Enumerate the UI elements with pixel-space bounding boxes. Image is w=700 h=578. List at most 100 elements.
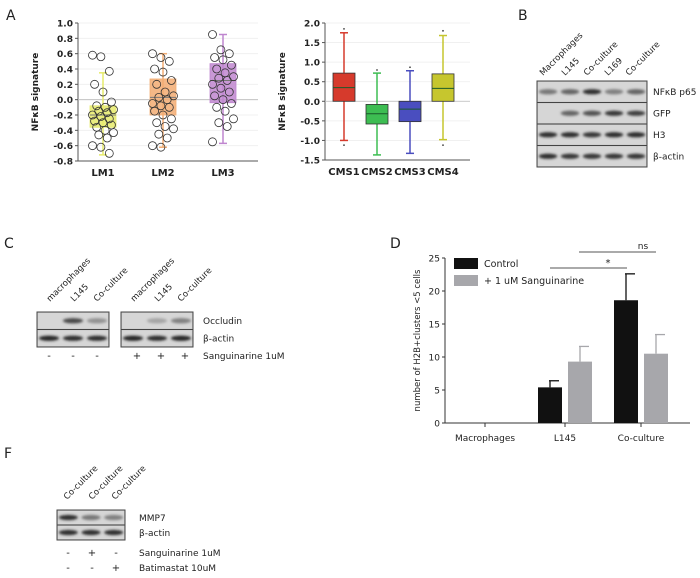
blot-band (582, 153, 602, 159)
data-point (156, 101, 166, 111)
y-tick-label: 0.0 (304, 98, 320, 108)
data-point (158, 67, 168, 77)
data-point (214, 73, 224, 83)
data-point (164, 56, 174, 66)
treatment-sign: + (133, 351, 141, 362)
treatment-sign: - (66, 563, 70, 574)
data-point (212, 64, 222, 74)
y-tick-label: 0.4 (57, 66, 73, 76)
x-tick-label: L145 (554, 434, 576, 444)
data-point (152, 118, 162, 128)
y-tick-label: -0.2 (53, 112, 73, 122)
blot-band (604, 132, 624, 138)
data-point (164, 102, 174, 112)
data-point (90, 79, 99, 89)
data-point (160, 122, 170, 131)
treatment-sign: + (112, 563, 120, 574)
blot-band (582, 89, 602, 95)
blot-band (560, 153, 580, 159)
treatment-sign: + (157, 351, 165, 362)
data-point (96, 142, 106, 152)
treatment-sign: + (181, 351, 189, 362)
treatment-sign: - (66, 548, 70, 559)
y-tick-label: 0.2 (57, 81, 73, 91)
data-point (166, 114, 176, 124)
y-tick-label: 2.0 (304, 20, 320, 30)
treatment-sign: + (88, 548, 96, 559)
data-point (208, 137, 217, 147)
row-label: GFP (653, 110, 671, 120)
x-tick-label: CMS3 (394, 167, 425, 178)
data-point (104, 66, 114, 76)
data-point (154, 92, 164, 102)
data-point (224, 87, 234, 97)
data-point (104, 148, 114, 158)
y-tick-label: -0.8 (53, 158, 73, 168)
x-tick-label: LM1 (91, 168, 114, 179)
legend-swatch (454, 258, 478, 269)
y-tick-label: -1.0 (300, 137, 320, 147)
blot-band (146, 335, 168, 341)
data-point (148, 49, 157, 59)
x-tick-label: LM3 (211, 168, 234, 179)
data-point (218, 95, 228, 105)
outlier-point (376, 69, 378, 71)
blot-band (582, 110, 602, 116)
data-point (94, 106, 104, 116)
blot-band (604, 89, 624, 95)
blot-band (170, 318, 192, 324)
blot-band (86, 318, 108, 324)
data-point (96, 52, 106, 62)
data-point (102, 108, 112, 118)
blot-band (626, 89, 646, 95)
data-point (212, 102, 222, 112)
blot-band (604, 153, 624, 159)
row-label: H3 (653, 131, 666, 141)
blot-band (582, 132, 602, 138)
data-point (150, 64, 160, 74)
blot-band (560, 110, 580, 116)
data-point (208, 30, 217, 39)
y-tick-label: 25 (429, 255, 440, 265)
treatment-sign: - (47, 351, 51, 362)
data-point (154, 129, 164, 139)
data-point (90, 116, 99, 126)
blot-band (170, 335, 192, 341)
bar (644, 353, 668, 423)
y-tick-label: 1.5 (304, 39, 320, 49)
treatment-sign: - (90, 563, 94, 574)
treatment-label: Sanguinarine 1uM (203, 352, 285, 362)
x-tick-label: CMS1 (328, 167, 359, 178)
blot-band (122, 335, 144, 341)
data-point (156, 53, 166, 62)
data-point (92, 101, 102, 111)
x-tick-label: LM2 (151, 168, 174, 179)
data-point (148, 141, 157, 151)
legend-label: Control (484, 259, 518, 270)
blot-band (146, 318, 168, 324)
blot-band (86, 335, 108, 341)
data-point (222, 122, 232, 131)
row-label: β-actin (203, 335, 234, 345)
outlier-point (442, 29, 444, 32)
bar (614, 300, 638, 423)
treatment-sign: - (71, 351, 75, 362)
data-point (208, 79, 217, 89)
panel-label-a: A (6, 8, 16, 24)
y-tick-label: 15 (429, 321, 440, 331)
x-tick-label: CMS4 (427, 167, 458, 178)
panel-label-b: B (518, 8, 528, 24)
legend-label: + 1 uM Sanguinarine (484, 276, 584, 287)
lane-label: L145 (69, 282, 91, 304)
significance-label: ns (638, 242, 649, 252)
data-point (109, 128, 118, 138)
data-point (216, 45, 226, 55)
data-point (96, 112, 106, 121)
significance-label: * (606, 258, 611, 269)
box (431, 73, 455, 102)
lane-label: L145 (153, 282, 175, 304)
data-point (88, 110, 97, 120)
data-point (226, 60, 236, 70)
blot-band (560, 132, 580, 138)
